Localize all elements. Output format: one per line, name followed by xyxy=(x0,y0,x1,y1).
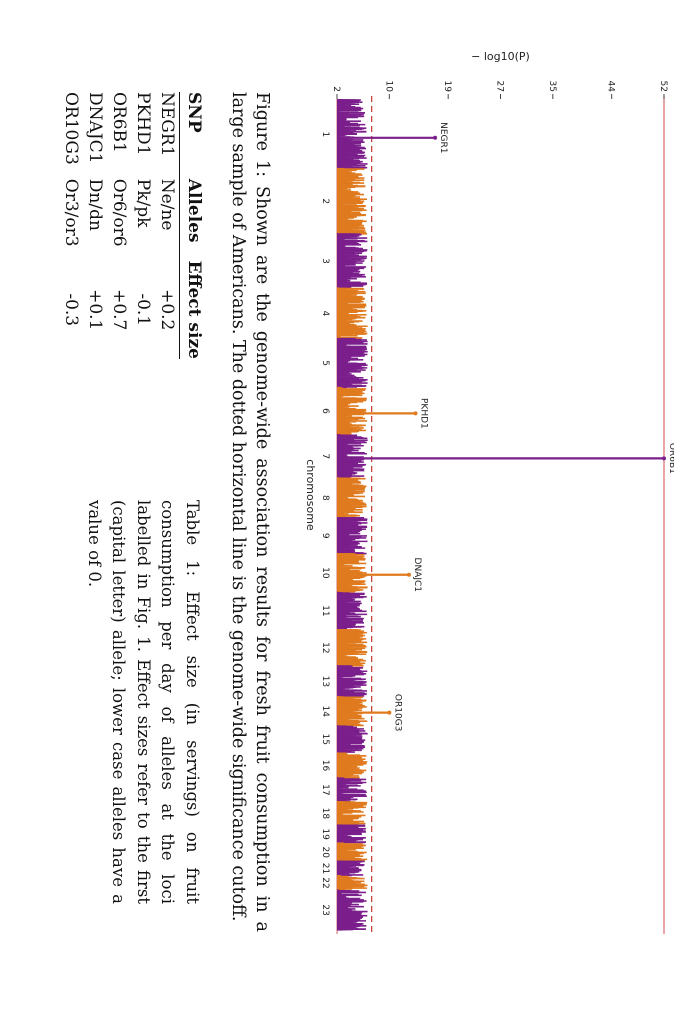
y-tick-label: 44 xyxy=(606,81,616,93)
chromosome-tick-label: 3 xyxy=(320,258,330,264)
chromosome-tick-label: 6 xyxy=(320,408,330,414)
y-tick-label: 10 xyxy=(383,81,393,93)
y-tick-label: 35 xyxy=(547,81,557,92)
chromosome-tick-label: 8 xyxy=(320,495,330,501)
y-tick-label: 27 xyxy=(495,81,505,92)
chromosome-tick-label: 4 xyxy=(320,311,330,317)
chromosome-tick-label: 11 xyxy=(320,605,330,616)
chromosome-tick-label: 5 xyxy=(320,360,330,366)
y-tick-label: 2 xyxy=(331,86,341,92)
y-tick-label: 52 xyxy=(658,81,668,92)
chromosome-tick-label: 1 xyxy=(320,131,330,137)
chromosome-tick-label: 10 xyxy=(320,567,330,579)
y-axis-label: − log10(P) xyxy=(471,50,530,63)
y-tick-label: 19 xyxy=(442,81,452,93)
chromosome-tick-label: 9 xyxy=(320,533,330,539)
chromosome-tick-label: 2 xyxy=(320,198,330,204)
chromosome-tick-label: 13 xyxy=(320,676,330,687)
manhattan-plot: 2 10 19 27 35 44 52− log10(P)12345678910111213… xyxy=(304,50,674,934)
chromosome-tick-label: 7 xyxy=(320,453,330,459)
chromosome-tick-label: 12 xyxy=(320,642,330,653)
